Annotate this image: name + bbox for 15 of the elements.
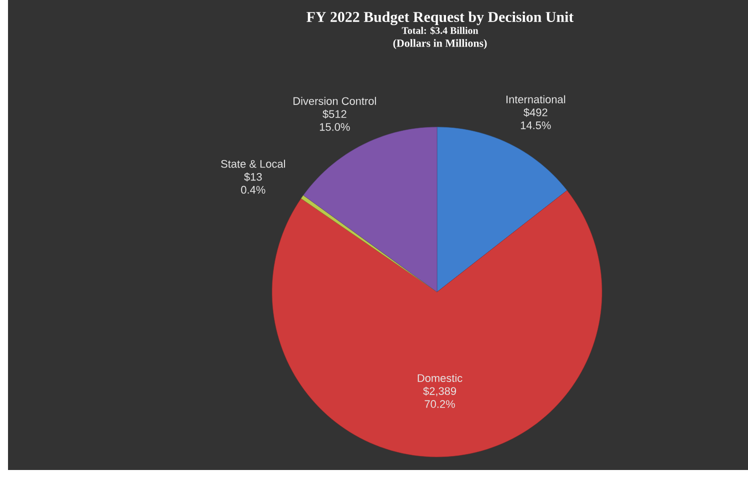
- text: 15.0%: [320, 123, 350, 131]
- data-label: $2,389: [423, 386, 456, 396]
- slice-label: Domestic: [418, 374, 462, 382]
- chart-title: FY 2022 Budget Request by Decision Unit: [306, 12, 574, 26]
- slice-label: International: [506, 95, 566, 104]
- text: 14.5%: [520, 122, 551, 130]
- chart-subtitle: Total: $3.4 Billion: [402, 26, 478, 35]
- text: 70.2%: [424, 400, 455, 408]
- data-label: $13: [244, 172, 262, 182]
- text: 0.4%: [241, 186, 266, 194]
- slice-label: Diversion Control: [294, 96, 376, 105]
- text: (Dollars in Millions): [393, 39, 487, 50]
- slice-label: State & Local: [221, 160, 285, 168]
- data-label: $492: [524, 108, 548, 117]
- data-label: $512: [322, 110, 346, 119]
